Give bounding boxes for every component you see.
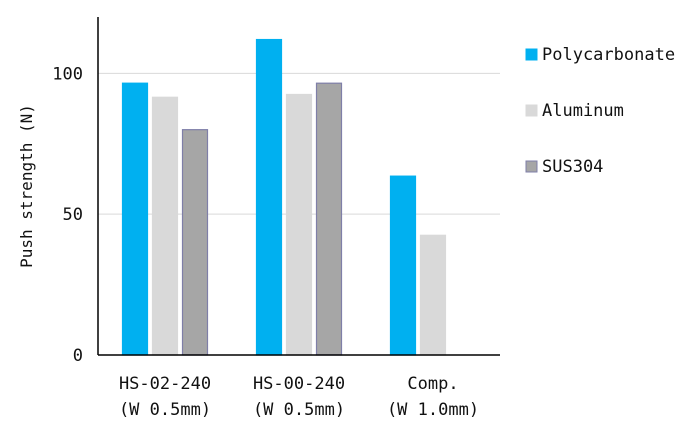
y-tick-labels: 0 50 100 [52,64,83,366]
legend-swatch-aluminum [525,104,538,117]
y-tick-label: 100 [52,64,83,84]
y-axis-title: Push strength (N) [17,104,36,268]
legend-label-polycarbonate: Polycarbonate [542,45,675,65]
bar-aluminum-1 [285,93,313,356]
legend-label-sus304: SUS304 [542,157,603,177]
x-tick-label: Comp. [407,374,458,394]
y-tick-label: 0 [73,346,83,366]
bar-polycarbonate-2 [389,175,417,356]
x-tick-label: (W 0.5mm) [253,400,345,420]
legend-swatch-polycarbonate [525,48,538,61]
legend-swatch-sus304 [525,160,538,173]
y-tick-label: 50 [63,205,83,225]
bar-polycarbonate-1 [255,38,283,356]
x-tick-labels: HS-02-240 (W 0.5mm) HS-00-240 (W 0.5mm) Comp… [119,374,479,420]
bar-sus304-0 [181,129,209,356]
legend-label-aluminum: Aluminum [542,101,624,121]
x-tick-label: (W 1.0mm) [387,400,479,420]
legend: Polycarbonate Aluminum SUS304 [525,45,675,177]
bar-aluminum-2 [419,234,447,356]
bars [121,38,447,356]
bar-sus304-1 [315,82,343,356]
x-tick-label: HS-00-240 [253,374,345,394]
x-tick-label: (W 0.5mm) [119,400,211,420]
x-tick-label: HS-02-240 [119,374,211,394]
bar-polycarbonate-0 [121,82,149,356]
axes [97,17,500,356]
bar-aluminum-0 [151,96,179,356]
